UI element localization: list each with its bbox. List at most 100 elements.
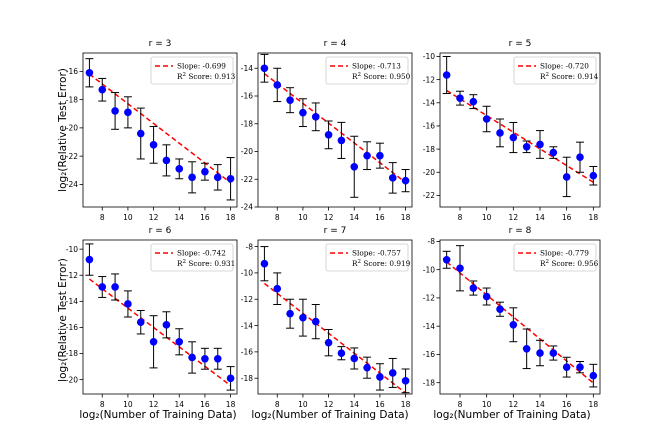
data-point — [188, 173, 196, 182]
chart-panel-2: r = 4 8 10 12 14 16 18 -24 -22 -20 -18 -16 -14 Slope:… — [241, 39, 413, 222]
y-tick-label: -10 — [66, 245, 78, 254]
data-point — [111, 283, 119, 291]
legend-r2-value: Score: 0.950 — [361, 72, 411, 81]
chart-title: r = 3 — [149, 39, 172, 49]
data-point — [85, 255, 94, 264]
data-point — [456, 264, 464, 273]
data-point — [350, 162, 359, 171]
x-tick-label: 16 — [562, 213, 572, 222]
data-point — [576, 363, 584, 371]
y-tick-label: -12 — [423, 75, 435, 84]
data-point — [124, 108, 132, 117]
x-tick-label: 8 — [100, 213, 105, 222]
data-point — [363, 151, 371, 160]
data-point — [201, 167, 209, 176]
x-axis-label-right: log₂(Number of Training Data) — [433, 409, 590, 421]
x-tick-label: 12 — [324, 213, 334, 222]
data-point — [536, 349, 544, 357]
y-axis-label-bottom: log₂(Relative Test Error) — [57, 258, 69, 382]
data-point — [388, 174, 397, 182]
fit-line — [446, 261, 594, 384]
data-point — [286, 96, 294, 104]
y-tick-label: -22 — [423, 191, 435, 200]
data-point — [509, 133, 518, 142]
y-axis-label-top: log₂(Relative Test Error) — [57, 68, 69, 192]
x-tick-label: 16 — [200, 400, 210, 409]
x-tick-label: 8 — [100, 400, 105, 409]
data-point — [175, 165, 184, 173]
data-point — [388, 369, 397, 377]
fit-line — [263, 282, 407, 394]
legend-slope-label: Slope: -0.713 — [352, 62, 401, 71]
x-tick-label: 14 — [535, 213, 545, 222]
data-point — [213, 354, 222, 363]
legend-r2-label: R2 Score: 0.956 — [540, 259, 599, 268]
y-tick-label: -18 — [66, 95, 78, 104]
x-axis-label-left: log₂(Number of Training Data) — [79, 409, 236, 421]
x-tick-label: 18 — [226, 400, 236, 409]
x-tick-label: 14 — [174, 213, 184, 222]
data-point — [469, 97, 478, 106]
y-tick-label: -18 — [423, 378, 435, 387]
y-tick-label: -24 — [241, 203, 253, 212]
legend-box — [325, 243, 409, 272]
data-point — [401, 377, 410, 385]
data-point — [456, 94, 464, 102]
y-tick-label: -22 — [66, 152, 78, 161]
data-point — [401, 176, 410, 185]
y-tick-label: -12 — [241, 295, 253, 304]
x-axis-label-middle: log₂(Number of Training Data) — [251, 409, 408, 421]
axes-frame — [82, 239, 238, 395]
legend-r2-label: R2 Score: 0.931 — [177, 259, 235, 268]
data-point — [124, 300, 132, 308]
chart-title: r = 6 — [149, 226, 172, 236]
data-point — [337, 136, 346, 145]
x-tick-label: 16 — [200, 213, 210, 222]
data-point — [496, 129, 504, 137]
data-point — [286, 309, 294, 318]
x-tick-label: 10 — [123, 400, 133, 409]
y-tick-label: -14 — [241, 321, 253, 330]
chart-panel-4: r = 6 8 10 12 14 16 18 -20 -18 -16 -14 -12 -10 Slope:… — [66, 226, 238, 409]
chart-title: r = 8 — [509, 226, 532, 236]
chart-panel-6: r = 8 8 10 12 14 16 18 -18 -16 -14 -12 -10 -8 Slope: … — [423, 226, 601, 409]
data-point — [162, 156, 171, 165]
data-point — [98, 283, 107, 291]
legend-r2-superscript: 2 — [183, 72, 187, 78]
chart-panel-5: r = 7 8 10 12 14 16 18 -18 -16 -14 -12 -10 -8 Slope: … — [241, 226, 413, 409]
x-tick-label: 10 — [482, 213, 492, 222]
data-point — [149, 141, 158, 149]
y-tick-label: -16 — [66, 323, 78, 332]
x-tick-label: 18 — [226, 213, 236, 222]
axes-frame — [257, 52, 413, 208]
data-point — [260, 259, 269, 268]
x-tick-label: 18 — [401, 213, 411, 222]
legend-box — [325, 56, 409, 85]
x-tick-label: 14 — [535, 400, 545, 409]
legend-slope-label: Slope: -0.742 — [177, 249, 226, 258]
y-tick-label: -18 — [66, 349, 78, 358]
data-point — [562, 363, 571, 371]
fit-line — [88, 73, 232, 184]
data-point — [442, 71, 451, 79]
data-point — [226, 174, 235, 183]
y-tick-label: -20 — [66, 375, 78, 384]
data-point — [376, 373, 384, 381]
legend-r2-prefix: R — [540, 72, 546, 81]
legend-r2-superscript: 2 — [358, 259, 362, 265]
y-tick-label: -22 — [241, 175, 253, 184]
x-tick-label: 10 — [298, 400, 308, 409]
y-tick-label: -12 — [66, 271, 78, 280]
legend-box — [150, 243, 234, 272]
y-tick-label: -18 — [241, 374, 253, 383]
data-point — [273, 284, 282, 293]
data-point — [311, 317, 320, 326]
data-point — [522, 142, 531, 151]
legend-r2-label: R2 Score: 0.914 — [540, 72, 599, 81]
x-tick-label: 12 — [149, 400, 159, 409]
chart-title: r = 5 — [509, 39, 532, 49]
x-tick-label: 16 — [562, 400, 572, 409]
chart-title: r = 4 — [324, 39, 347, 49]
legend-r2-prefix: R — [352, 72, 358, 81]
